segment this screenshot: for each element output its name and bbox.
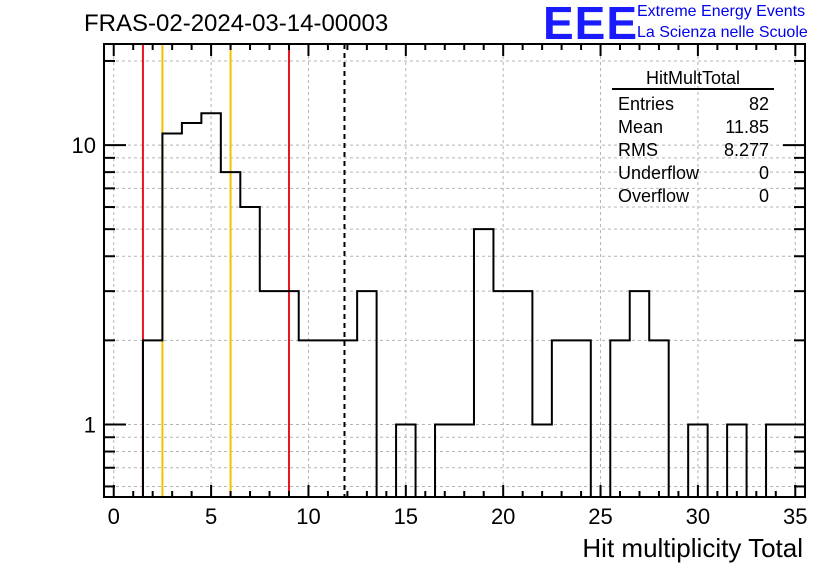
- plot-frame: [103, 43, 806, 498]
- logo-subtitle-1: Extreme Energy Events: [637, 3, 806, 20]
- x-tick-label: 35: [783, 504, 807, 529]
- y-tick-label: 1: [84, 412, 96, 437]
- stats-row-underflow: Underflow 0: [612, 162, 774, 185]
- x-tick-label: 30: [686, 504, 710, 529]
- stats-label: RMS: [618, 140, 658, 160]
- histogram-bin: [493, 291, 512, 497]
- stats-value: 0: [758, 186, 769, 206]
- x-tick-label: 5: [205, 504, 217, 529]
- histogram-bin: [610, 340, 629, 497]
- histogram-series: [104, 112, 805, 498]
- eee-logo: EEE: [543, 0, 639, 49]
- histogram-bin: [279, 291, 298, 497]
- x-tick-label: 10: [296, 504, 320, 529]
- logo-subtitle-2: La Scienza nelle Scuole: [637, 24, 808, 41]
- histogram-bin: [766, 424, 785, 497]
- stats-title: HitMultTotal: [612, 68, 774, 90]
- histogram-bin: [455, 424, 474, 497]
- histogram-bin: [201, 113, 220, 497]
- histogram-bin: [338, 340, 357, 497]
- page-title: FRAS-02-2024-03-14-00003: [84, 10, 389, 37]
- histogram-bin: [162, 133, 181, 497]
- stats-row-overflow: Overflow 0: [612, 185, 774, 208]
- histogram-bin: [630, 291, 649, 497]
- x-tick-label: 20: [491, 504, 515, 529]
- stats-value: 0: [758, 163, 769, 183]
- histogram-bin: [532, 424, 551, 497]
- y-tick-label: 10: [72, 133, 96, 158]
- histogram-bin: [435, 424, 454, 497]
- stats-row-entries: Entries 82: [612, 93, 774, 116]
- x-tick-label: 25: [588, 504, 612, 529]
- histogram-bin: [318, 340, 337, 497]
- histogram-bin: [474, 229, 493, 497]
- histogram-bin: [357, 291, 376, 497]
- stats-box: HitMultTotal Entries 82 Mean 11.85 RMS 8…: [612, 68, 774, 208]
- stats-value: 11.85: [725, 117, 769, 137]
- stats-value: 82: [748, 94, 769, 114]
- x-tick-label: 0: [108, 504, 120, 529]
- stats-row-rms: RMS 8.277: [612, 139, 774, 162]
- histogram-bin: [143, 340, 162, 497]
- x-axis-label: Hit multiplicity Total: [582, 533, 803, 563]
- axes: 0 5 10 15 20 25 30 35 1 10: [72, 43, 808, 529]
- histogram-outline: [104, 112, 805, 498]
- histogram-bin: [240, 207, 259, 497]
- histogram-bin: [552, 340, 571, 497]
- histogram-bin: [649, 340, 668, 497]
- stats-label: Entries: [618, 94, 675, 114]
- stats-value: 8.277: [723, 140, 769, 160]
- histogram-bin: [182, 123, 201, 497]
- stats-label: Underflow: [618, 163, 700, 183]
- histogram-bin: [299, 340, 318, 497]
- stats-label: Overflow: [618, 186, 690, 206]
- histogram-bin: [513, 291, 532, 497]
- histogram-bin: [221, 172, 240, 497]
- histogram-bin: [727, 424, 746, 497]
- histogram-bin: [260, 291, 279, 497]
- x-tick-label: 15: [394, 504, 418, 529]
- stats-label: Mean: [618, 117, 664, 137]
- histogram-bin: [571, 340, 590, 497]
- stats-row-mean: Mean 11.85: [612, 116, 774, 139]
